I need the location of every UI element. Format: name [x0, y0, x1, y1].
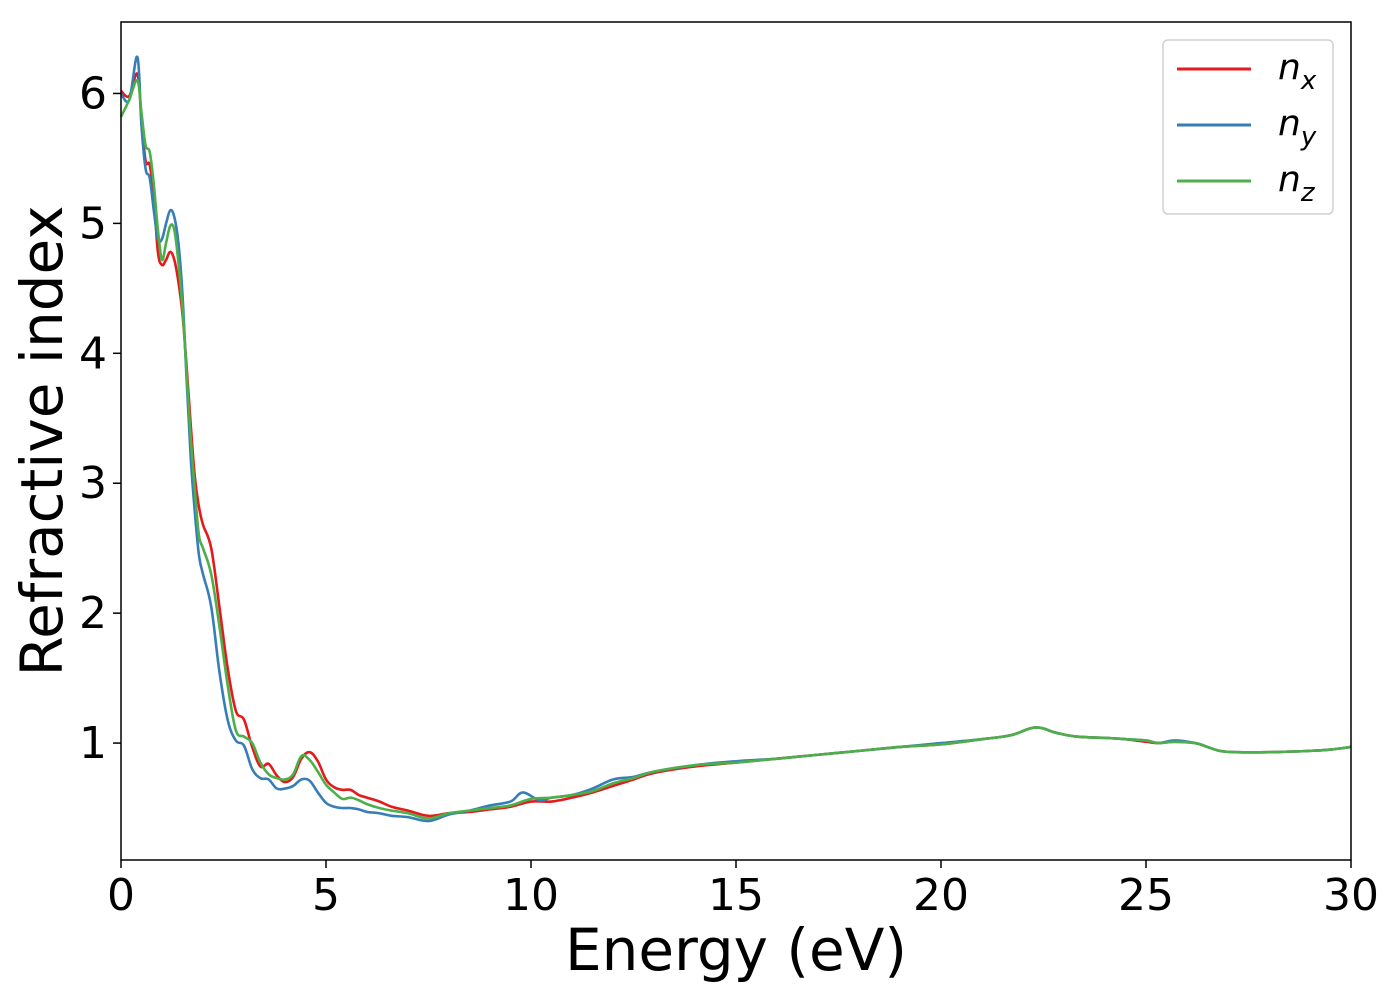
x-axis-ticks: 0 5 10 15 20 25 30 [107, 860, 1379, 921]
y-axis-ticks: 1 2 3 4 5 6 [79, 68, 121, 769]
legend-label-main: n [1278, 159, 1301, 200]
y-tick-label: 3 [79, 458, 107, 509]
legend-label-main: n [1278, 47, 1301, 88]
legend-label-subscript: y [1300, 122, 1317, 152]
legend-label: nz [1278, 159, 1316, 208]
x-axis-title: Energy (eV) [565, 916, 907, 984]
x-tick-label: 30 [1323, 870, 1379, 921]
y-tick-label: 2 [79, 588, 107, 639]
legend-label-subscript: x [1300, 66, 1317, 96]
x-tick-label: 10 [503, 870, 559, 921]
y-tick-label: 1 [79, 718, 107, 769]
y-axis-title: Refractive index [8, 205, 76, 676]
legend-label: ny [1278, 103, 1317, 152]
x-tick-label: 15 [708, 870, 764, 921]
y-tick-label: 4 [79, 328, 107, 379]
x-tick-label: 25 [1118, 870, 1174, 921]
series-lines [119, 55, 1352, 823]
legend-label-main: n [1278, 103, 1301, 144]
y-tick-label: 5 [79, 198, 107, 249]
legend-label-subscript: z [1300, 178, 1316, 208]
x-tick-label: 20 [913, 870, 969, 921]
series-line-nz [119, 79, 1352, 820]
y-tick-label: 6 [79, 68, 107, 119]
legend-label: nx [1278, 47, 1317, 96]
x-tick-label: 5 [312, 870, 340, 921]
x-tick-label: 0 [107, 870, 135, 921]
legend-box [1162, 39, 1334, 215]
